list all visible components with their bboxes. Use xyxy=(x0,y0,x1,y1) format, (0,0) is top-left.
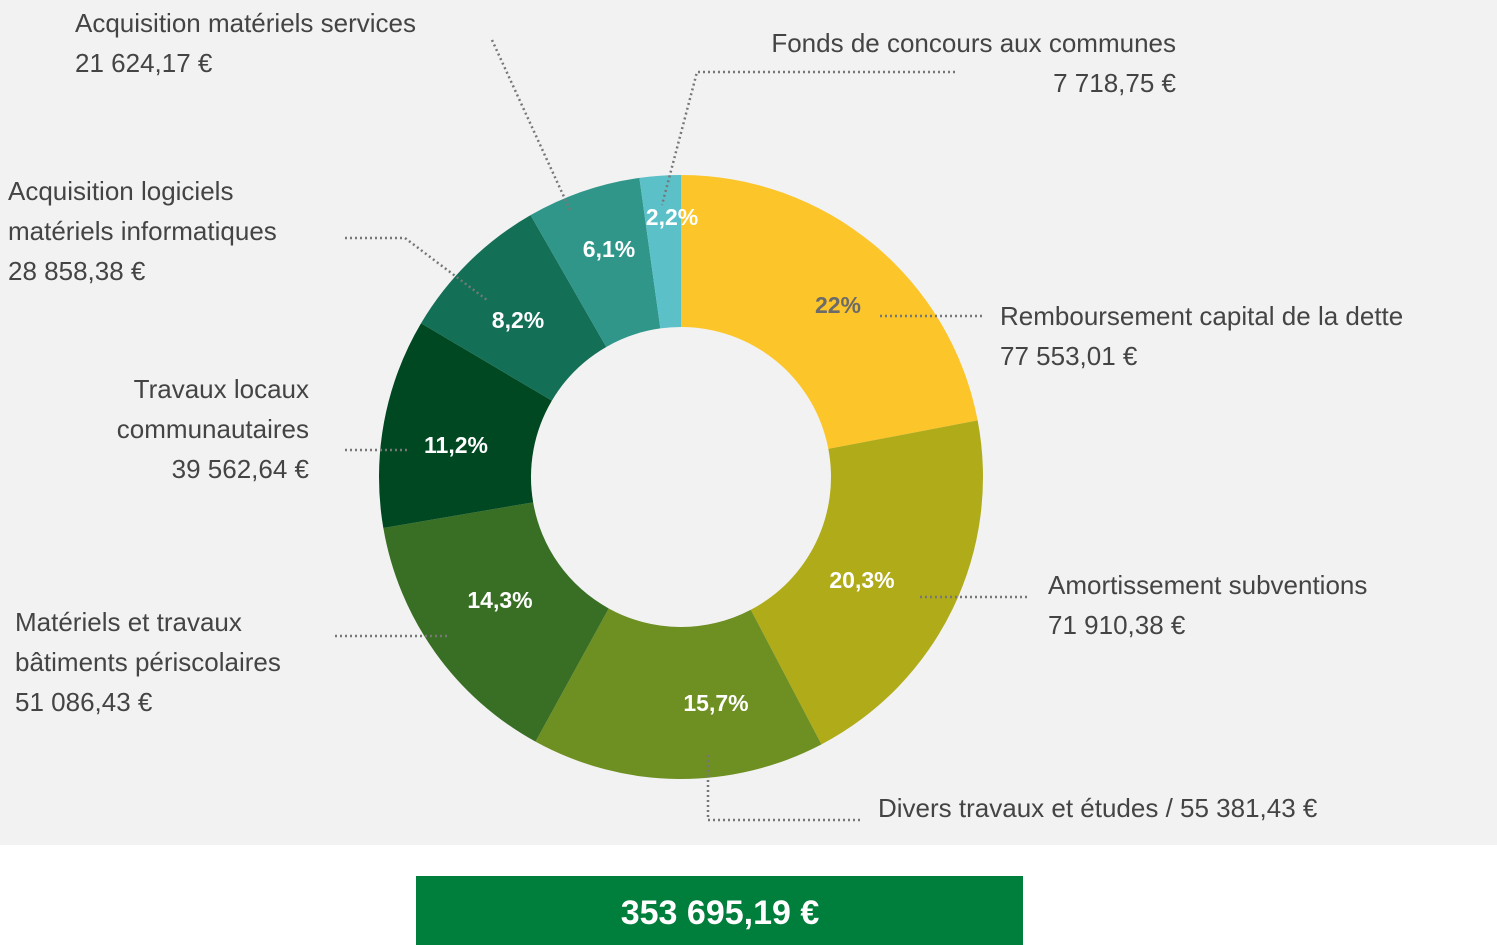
value-label: 6,1% xyxy=(583,236,635,262)
donut-slice xyxy=(378,323,552,528)
donut-slice xyxy=(639,175,681,329)
slice-label: Travaux locaux xyxy=(134,374,309,404)
donut-slice xyxy=(421,215,607,401)
slice-label: Matériels et travaux xyxy=(15,607,242,637)
slice-label: Acquisition matériels services xyxy=(75,8,416,38)
slice-label: communautaires xyxy=(117,414,309,444)
slice-label: Amortissement subventions xyxy=(1048,570,1367,600)
donut-slice xyxy=(535,608,822,779)
value-label: 20,3% xyxy=(829,567,894,593)
leader-line xyxy=(660,70,955,206)
donut-slice xyxy=(383,502,609,742)
slice-label: Remboursement capital de la dette xyxy=(1000,301,1403,331)
slice-label: 51 086,43 € xyxy=(15,687,153,717)
value-label: 11,2% xyxy=(424,432,488,458)
slice-label: 28 858,38 € xyxy=(8,256,146,286)
slice-label: 77 553,01 € xyxy=(1000,341,1138,371)
donut-slice xyxy=(750,420,983,745)
slice-label: 39 562,64 € xyxy=(172,454,310,484)
slice-label: 71 910,38 € xyxy=(1048,610,1186,640)
donut-slice xyxy=(681,175,978,449)
slice-label: Acquisition logiciels xyxy=(8,176,233,206)
total: 353 695,19 € xyxy=(621,894,820,932)
donut-slice xyxy=(530,177,661,347)
leader-line xyxy=(706,755,862,822)
value-label: 14,3% xyxy=(467,587,532,613)
slice-label: 21 624,17 € xyxy=(75,48,213,78)
value-label: 2,2% xyxy=(646,204,698,230)
total-box xyxy=(416,876,1023,945)
slice-label: Fonds de concours aux communes xyxy=(771,28,1176,58)
slice-label: Divers travaux et études / 55 381,43 € xyxy=(878,793,1318,823)
value-label: 8,2% xyxy=(492,307,544,333)
slice-label: matériels informatiques xyxy=(8,216,277,246)
leader-line xyxy=(345,236,488,301)
value-label: 22% xyxy=(815,292,861,318)
slice-label: bâtiments périscolaires xyxy=(15,647,281,677)
slice-label: 7 718,75 € xyxy=(1053,68,1176,98)
value-label: 15,7% xyxy=(683,690,748,716)
leader-line xyxy=(490,39,572,211)
